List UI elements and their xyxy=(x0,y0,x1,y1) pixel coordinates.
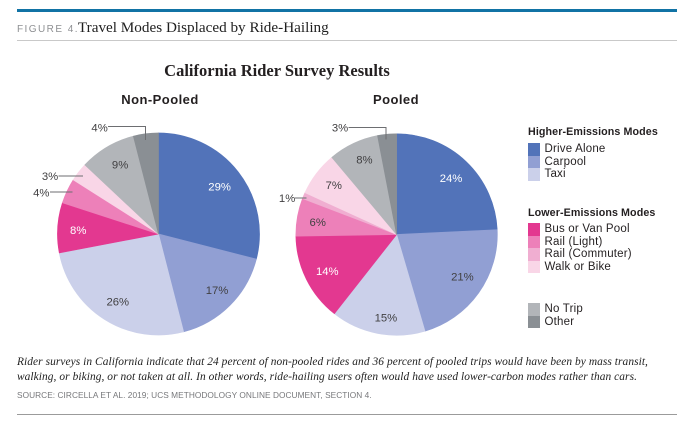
svg-text:7%: 7% xyxy=(326,180,342,192)
svg-text:3%: 3% xyxy=(42,171,58,183)
svg-text:15%: 15% xyxy=(375,312,398,324)
svg-text:17%: 17% xyxy=(206,285,229,297)
svg-text:29%: 29% xyxy=(208,181,231,193)
svg-text:8%: 8% xyxy=(70,225,86,237)
svg-text:26%: 26% xyxy=(106,297,129,309)
svg-text:3%: 3% xyxy=(332,123,348,135)
svg-text:4%: 4% xyxy=(91,123,107,135)
svg-text:1%: 1% xyxy=(279,193,295,205)
svg-text:9%: 9% xyxy=(112,160,128,172)
svg-text:21%: 21% xyxy=(451,271,474,283)
svg-text:14%: 14% xyxy=(316,266,339,278)
svg-text:6%: 6% xyxy=(310,217,326,229)
svg-text:24%: 24% xyxy=(440,173,463,185)
svg-text:4%: 4% xyxy=(33,187,49,199)
svg-text:8%: 8% xyxy=(356,155,372,167)
